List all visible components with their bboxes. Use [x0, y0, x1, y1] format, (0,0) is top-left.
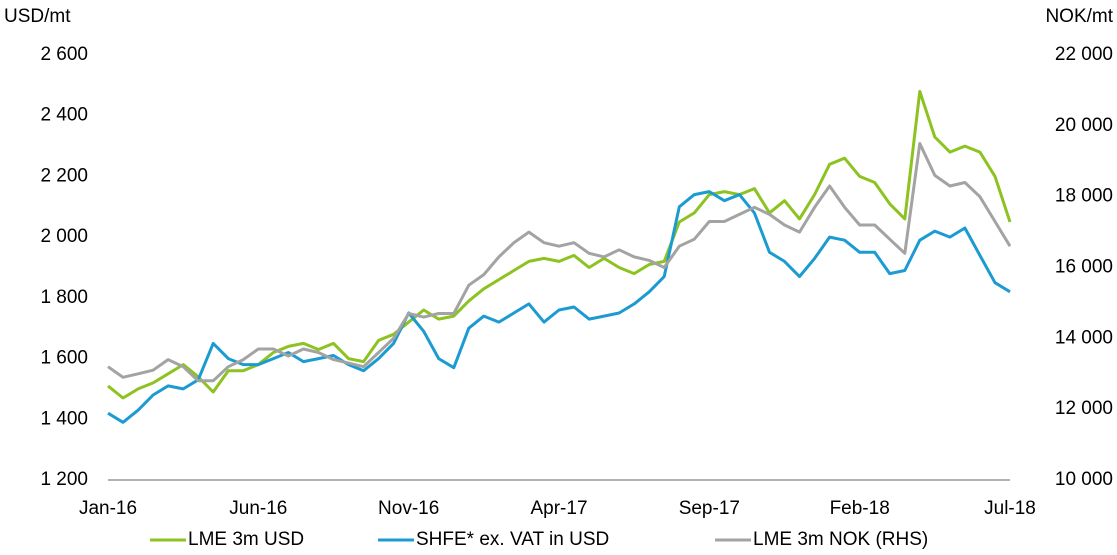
y-tick-label: 1 400: [40, 408, 88, 429]
y2-tick-label: 14 000: [1055, 327, 1113, 348]
y2-tick-label: 12 000: [1055, 398, 1113, 419]
x-tick-label: Jun-16: [229, 498, 287, 519]
y2-tick-label: 10 000: [1055, 469, 1113, 490]
y-tick-label: 1 200: [40, 469, 88, 490]
y-tick-label: 1 600: [40, 348, 88, 369]
y2-tick-label: 20 000: [1055, 115, 1113, 136]
x-tick-label: Jan-16: [79, 498, 137, 519]
x-tick-label: Feb-18: [830, 498, 890, 519]
y2-tick-label: 22 000: [1055, 44, 1113, 65]
x-tick-label: Jul-18: [984, 498, 1036, 519]
series-line: [107, 190, 1011, 424]
y-tick-label: 2 000: [40, 226, 88, 247]
x-tick-label: Apr-17: [530, 498, 587, 519]
y-axis-label: USD/mt: [4, 6, 71, 27]
y2-tick-label: 18 000: [1055, 186, 1113, 207]
series-line: [107, 142, 1012, 383]
y-tick-label: 2 400: [40, 105, 88, 126]
legend-label: SHFE* ex. VAT in USD: [416, 529, 609, 550]
y2-tick-label: 16 000: [1055, 257, 1113, 278]
y-tick-label: 2 200: [40, 165, 88, 186]
x-tick-label: Sep-17: [679, 498, 740, 519]
legend-label: LME 3m NOK (RHS): [753, 529, 928, 550]
y2-axis-label: NOK/mt: [1045, 6, 1113, 27]
legend-label: LME 3m USD: [188, 529, 304, 550]
y-tick-label: 2 600: [40, 44, 88, 65]
y-tick-label: 1 800: [40, 287, 88, 308]
x-tick-label: Nov-16: [378, 498, 439, 519]
